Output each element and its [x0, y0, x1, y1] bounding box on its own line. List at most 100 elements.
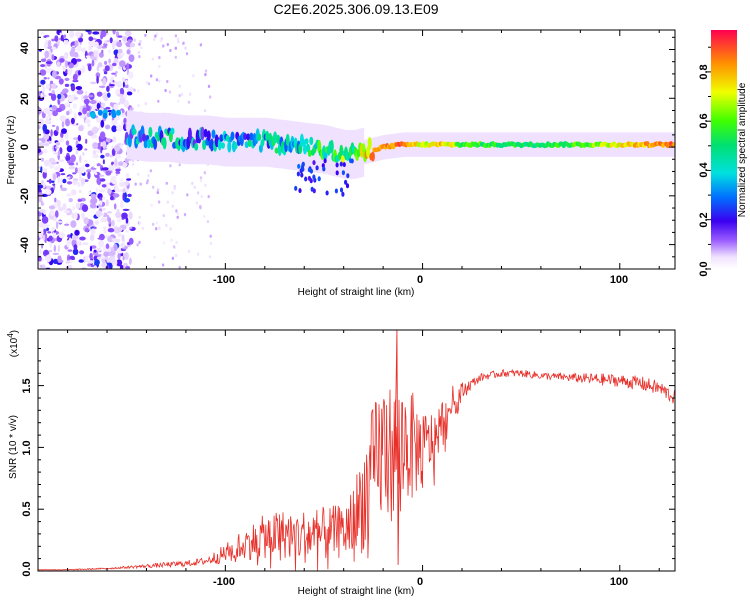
spectrogram-cell [50, 129, 53, 137]
spectrogram-cell [202, 115, 206, 165]
spectrogram-cell [47, 77, 50, 80]
spectrogram-cell [63, 34, 67, 38]
spectrogram-cell [96, 177, 102, 186]
snr-ticks [38, 330, 675, 572]
spectrogram-cell [52, 230, 56, 239]
spectrogram-cell [68, 197, 73, 203]
spectrogram-cell [57, 245, 60, 253]
spectrogram-cell [113, 203, 117, 210]
spectrogram-cell [63, 210, 71, 214]
spectrogram-cell [39, 69, 47, 76]
spectrogram-cell [99, 200, 103, 206]
spectrogram-cell [42, 234, 46, 241]
spectrogram-cell [323, 158, 327, 164]
spectrogram-cell [84, 255, 90, 258]
spectrogram-cell [101, 217, 107, 222]
spectrogram-cell [108, 262, 113, 269]
spectrogram-cell [108, 112, 111, 116]
spectrogram-cell [187, 249, 191, 253]
spectrogram-cell [81, 242, 89, 246]
spectrogram-cell [72, 73, 78, 82]
spectrogram-cell [46, 68, 53, 71]
spectrogram-cell [101, 212, 105, 216]
spectrogram-cell [60, 173, 66, 176]
spectrogram-cell [124, 83, 129, 89]
spectrogram-cell [209, 138, 214, 152]
spectrogram-cell [276, 134, 281, 145]
spectrogram-cell [167, 113, 171, 162]
spectrogram-cell [112, 62, 117, 67]
spectrogram-cell [112, 30, 116, 35]
snr-frame [37, 329, 676, 572]
spectrogram-cell [171, 113, 175, 163]
spectrogram-cell [107, 236, 114, 243]
spectrogram-cell [90, 81, 97, 85]
spectrogram-cell [52, 70, 57, 78]
spectrogram-cell [45, 70, 50, 73]
snr-ytick-label: 1.5 [21, 378, 33, 393]
spectrogram-cell [54, 202, 59, 208]
spectrogram-cell [97, 109, 103, 116]
spectrogram-cell [341, 191, 345, 197]
spectrogram-cell [117, 246, 121, 254]
spectrogram-cell [79, 155, 82, 163]
spectrogram-cell [169, 227, 172, 231]
spectrogram-cell [58, 232, 65, 239]
spectrogram-cell [138, 240, 141, 244]
spectrogram-cell [123, 93, 127, 99]
spectrogram-cell [113, 58, 119, 64]
spectrogram-cell [116, 80, 123, 88]
spectrogram-cell [38, 230, 44, 239]
spectrogram-cell [129, 226, 133, 230]
spectrogram-cell [43, 77, 47, 80]
spectrogram-cell [90, 56, 97, 59]
spectrogram-cell [42, 85, 46, 93]
spectrogram-cell [73, 112, 77, 121]
spectrogram-cell [96, 75, 99, 84]
spectrogram-cell [225, 134, 230, 142]
spectrogram-cell [47, 40, 52, 47]
spectrogram-cell [96, 117, 101, 123]
spectrogram-cell [55, 221, 59, 230]
spectrogram-cell [105, 106, 111, 110]
spectrogram-cell [58, 206, 64, 212]
spectrogram-cell [317, 176, 321, 182]
spectrogram-cell [67, 95, 75, 103]
spectrogram-cell [81, 95, 84, 102]
spectrogram-cell [103, 71, 108, 75]
spectrogram-cell [227, 140, 232, 153]
spectrogram-cell [95, 210, 102, 218]
spectrogram-cell [96, 205, 99, 209]
colorbar-tick-label: 0.4 [698, 161, 710, 177]
spectrogram-cell [125, 61, 130, 65]
spectrogram-cell [170, 127, 175, 135]
spectrogram-cell [312, 188, 316, 194]
spectrogram-cell [145, 181, 149, 185]
spectrogram-cell [93, 50, 99, 57]
spectrogram-cell [230, 131, 235, 141]
spectrogram-cell [98, 85, 106, 89]
spectrogram-cell [92, 142, 99, 150]
spectrogram-cell [84, 90, 88, 97]
spectrogram-cell [38, 148, 42, 153]
spectrogram-cell [166, 42, 169, 47]
spectrogram-cell [247, 139, 252, 147]
spectrogram-cell [175, 253, 178, 258]
spectrogram-cell [142, 133, 147, 142]
spectrogram-cell [112, 79, 115, 83]
spectrogram-cell [132, 128, 137, 135]
spectrogram-cell [125, 266, 130, 269]
spectrogram-cell [55, 210, 59, 218]
spectrogram-cell [100, 178, 106, 182]
spectrogram-cell [298, 188, 302, 194]
spectrogram-cell [71, 45, 76, 48]
spectrogram-cell [176, 212, 179, 216]
spectrogram-cell [105, 152, 110, 157]
spectrogram-cell [68, 166, 76, 170]
spectrogram-cell [171, 256, 175, 260]
spectrogram-cell [136, 243, 139, 247]
spectrogram-cell [66, 193, 72, 197]
spectrogram-cell [166, 79, 169, 84]
spectrogram-cell [165, 181, 168, 185]
spectrogram-cell [199, 43, 203, 47]
